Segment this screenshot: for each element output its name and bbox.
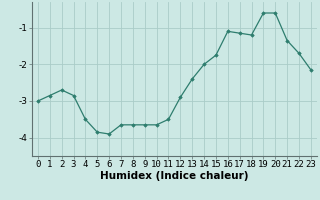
X-axis label: Humidex (Indice chaleur): Humidex (Indice chaleur) xyxy=(100,171,249,181)
